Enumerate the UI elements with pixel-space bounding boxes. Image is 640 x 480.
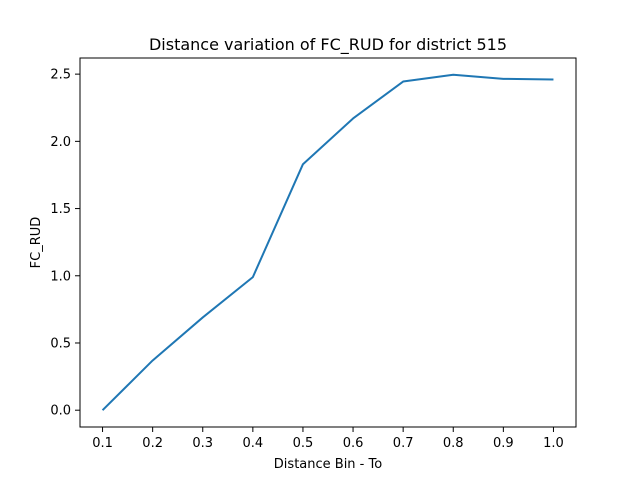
y-axis-ticks: 0.0 0.5 1.0 1.5 2.0 2.5 xyxy=(50,68,80,419)
x-tick-label: 0.6 xyxy=(343,436,364,451)
x-tick-label: 0.3 xyxy=(192,436,213,451)
x-tick-label: 0.5 xyxy=(293,436,314,451)
y-tick-label: 1.0 xyxy=(50,269,71,284)
x-tick-label: 0.4 xyxy=(243,436,264,451)
x-tick-label: 0.7 xyxy=(393,436,414,451)
y-tick-label: 0.5 xyxy=(50,336,71,351)
x-tick-label: 0.8 xyxy=(443,436,464,451)
x-axis-label: Distance Bin - To xyxy=(274,457,382,472)
series-layer xyxy=(101,73,554,411)
y-tick-label: 1.5 xyxy=(50,202,71,217)
y-axis-label: FC_RUD xyxy=(29,217,44,269)
y-tick-label: 2.5 xyxy=(50,68,71,83)
series-line xyxy=(101,73,554,411)
x-tick-label: 1.0 xyxy=(543,436,564,451)
x-tick-label: 0.9 xyxy=(493,436,514,451)
y-tick-label: 2.0 xyxy=(50,135,71,150)
x-axis-ticks: 0.1 0.2 0.3 0.4 0.5 0.6 0.7 0.8 0.9 1.0 xyxy=(92,427,564,451)
y-tick-label: 0.0 xyxy=(50,404,71,419)
x-tick-label: 0.1 xyxy=(92,436,113,451)
chart-title: Distance variation of FC_RUD for distric… xyxy=(149,35,507,55)
x-tick-label: 0.2 xyxy=(142,436,163,451)
plot-area-frame xyxy=(79,57,577,428)
